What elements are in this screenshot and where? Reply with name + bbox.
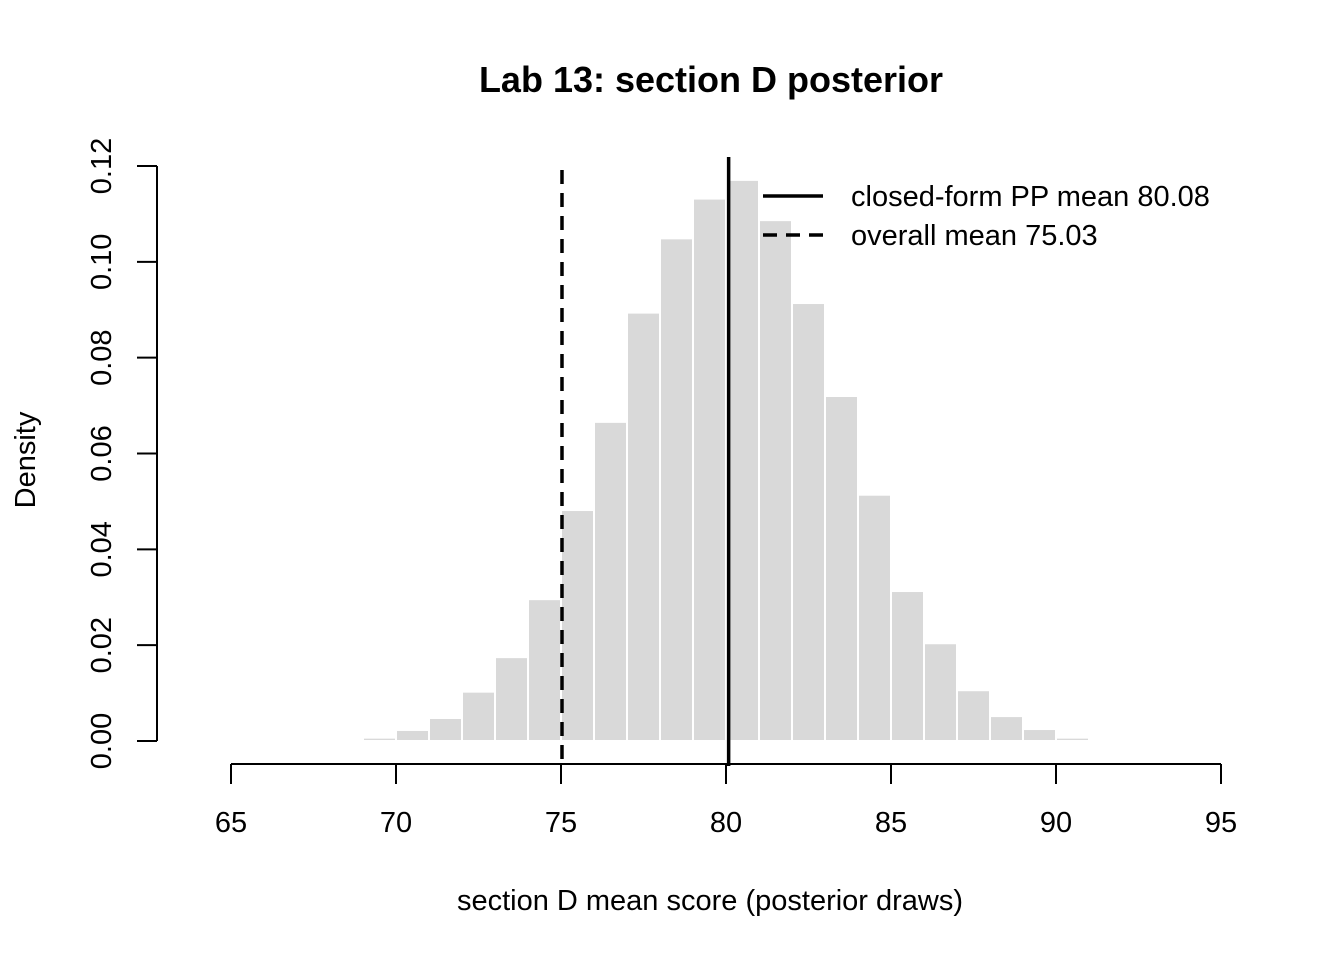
y-tick-label: 0.10	[86, 234, 118, 290]
y-tick-label: 0.08	[86, 329, 118, 385]
x-tick-label: 80	[710, 807, 742, 839]
y-tick-label: 0.06	[86, 425, 118, 481]
histogram-bar	[1022, 728, 1057, 742]
chart-title: Lab 13: section D posterior	[479, 59, 943, 100]
histogram-bar	[791, 302, 826, 742]
x-tick-label: 65	[215, 807, 247, 839]
x-tick-label: 70	[380, 807, 412, 839]
histogram-bar	[626, 311, 661, 742]
histogram-bar	[395, 728, 430, 743]
histogram-bar	[494, 656, 529, 742]
histogram-bar	[989, 715, 1024, 742]
x-tick-label: 95	[1205, 807, 1237, 839]
histogram-bar	[956, 689, 991, 742]
histogram-bar	[758, 219, 793, 743]
histogram-bar	[923, 642, 958, 742]
histogram-bar	[560, 509, 595, 742]
histogram-bar	[659, 237, 694, 743]
y-tick-label: 0.12	[86, 138, 118, 194]
histogram-bar	[692, 197, 727, 743]
legend-label: closed-form PP mean 80.08	[851, 181, 1210, 213]
x-tick-label: 75	[545, 807, 577, 839]
x-tick-label: 90	[1040, 807, 1072, 839]
histogram-bar	[725, 178, 760, 743]
legend-label: overall mean 75.03	[851, 220, 1098, 252]
y-axis: 0.00 0.02 0.04 0.06 0.08 0.10 0.12	[86, 138, 158, 769]
histogram-bar	[857, 493, 892, 743]
histogram-bars	[362, 178, 1090, 743]
histogram-bar	[1055, 736, 1090, 742]
histogram-bar	[593, 420, 628, 742]
y-tick-label: 0.00	[86, 713, 118, 769]
x-tick-label: 85	[875, 807, 907, 839]
histogram-bar	[527, 598, 562, 743]
x-axis: 65 70 75 80 85 90 95	[215, 763, 1237, 839]
reference-lines	[560, 157, 731, 766]
y-tick-label: 0.02	[86, 617, 118, 673]
histogram-bar	[890, 590, 925, 742]
histogram-bar	[824, 395, 859, 742]
histogram-bar	[362, 736, 397, 742]
histogram-bar	[428, 717, 463, 742]
y-axis-label: Density	[10, 411, 42, 508]
histogram-bar	[461, 690, 496, 742]
x-axis-label: section D mean score (posterior draws)	[457, 885, 963, 917]
legend: closed-form PP mean 80.08 overall mean 75…	[763, 181, 1210, 252]
y-tick-label: 0.04	[86, 521, 118, 577]
